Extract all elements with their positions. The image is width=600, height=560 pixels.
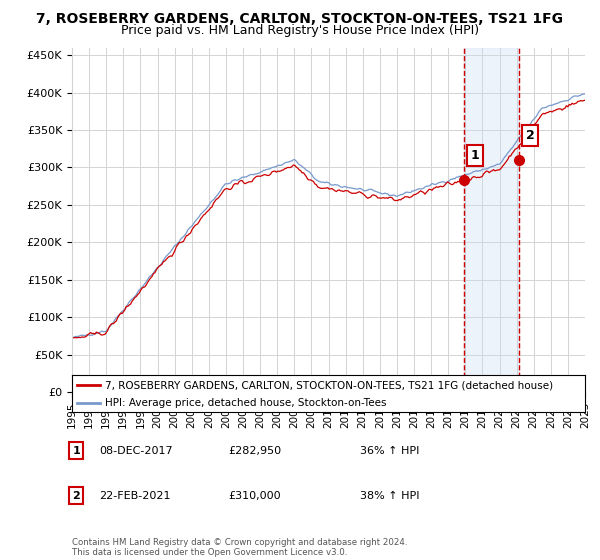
- Text: Contains HM Land Registry data © Crown copyright and database right 2024.
This d: Contains HM Land Registry data © Crown c…: [72, 538, 407, 557]
- Bar: [464, 48, 519, 392]
- Text: £310,000: £310,000: [228, 491, 281, 501]
- Text: 2: 2: [73, 491, 80, 501]
- Text: 08-DEC-2017: 08-DEC-2017: [99, 446, 173, 456]
- Text: £282,950: £282,950: [228, 446, 281, 456]
- Text: 38% ↑ HPI: 38% ↑ HPI: [360, 491, 419, 501]
- Text: Price paid vs. HM Land Registry's House Price Index (HPI): Price paid vs. HM Land Registry's House …: [121, 24, 479, 36]
- Text: HPI: Average price, detached house, Stockton-on-Tees: HPI: Average price, detached house, Stoc…: [106, 398, 387, 408]
- Text: 22-FEB-2021: 22-FEB-2021: [99, 491, 170, 501]
- Text: 7, ROSEBERRY GARDENS, CARLTON, STOCKTON-ON-TEES, TS21 1FG: 7, ROSEBERRY GARDENS, CARLTON, STOCKTON-…: [37, 12, 563, 26]
- Text: 36% ↑ HPI: 36% ↑ HPI: [360, 446, 419, 456]
- Text: 1: 1: [471, 149, 479, 162]
- Text: 7, ROSEBERRY GARDENS, CARLTON, STOCKTON-ON-TEES, TS21 1FG (detached house): 7, ROSEBERRY GARDENS, CARLTON, STOCKTON-…: [106, 380, 553, 390]
- Text: 2: 2: [526, 129, 535, 142]
- Text: 1: 1: [73, 446, 80, 456]
